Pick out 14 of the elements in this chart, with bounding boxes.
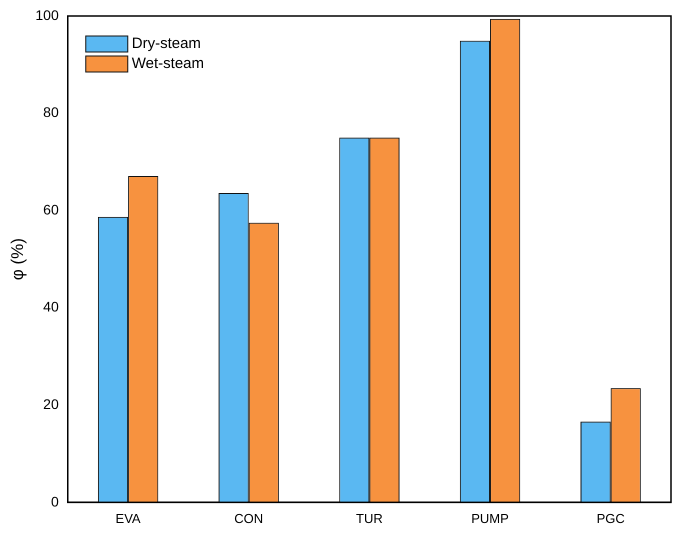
y-tick-label: 20 bbox=[43, 396, 59, 412]
y-axis-title: φ (%) bbox=[8, 238, 27, 280]
x-tick-label: CON bbox=[234, 510, 264, 526]
y-tick-label: 100 bbox=[35, 6, 59, 23]
x-tick-label: PGC bbox=[596, 510, 625, 526]
x-tick-label: TUR bbox=[356, 510, 383, 526]
x-tick-label: PUMP bbox=[471, 510, 509, 526]
legend-label: Dry-steam bbox=[132, 35, 201, 52]
x-tick-label: EVA bbox=[116, 510, 141, 526]
y-tick-label: 80 bbox=[43, 104, 59, 120]
y-tick-label: 40 bbox=[43, 298, 59, 315]
y-tick-label: 60 bbox=[43, 201, 59, 218]
legend-label: Wet-steam bbox=[132, 55, 204, 72]
y-tick-label: 0 bbox=[50, 493, 59, 510]
